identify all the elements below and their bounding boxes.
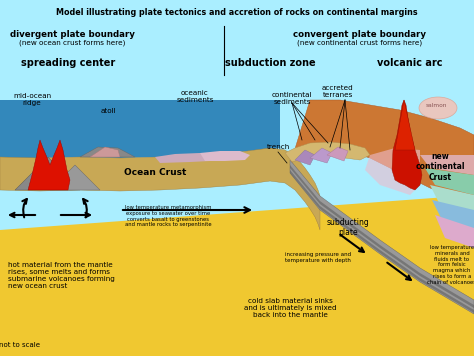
Text: low temperature metamorphism
exposure to seawater over time
converts basalt to g: low temperature metamorphism exposure to… bbox=[125, 205, 211, 227]
Text: trench: trench bbox=[266, 144, 290, 150]
Text: hot material from the mantle
rises, some melts and forms
submarine volcanoes for: hot material from the mantle rises, some… bbox=[8, 262, 115, 289]
Polygon shape bbox=[0, 195, 474, 356]
Polygon shape bbox=[295, 150, 315, 165]
Polygon shape bbox=[365, 148, 420, 195]
Text: atoll: atoll bbox=[100, 108, 116, 114]
Polygon shape bbox=[392, 100, 422, 190]
Polygon shape bbox=[435, 215, 474, 248]
Polygon shape bbox=[200, 151, 250, 161]
Text: oceanic
sediments: oceanic sediments bbox=[176, 90, 214, 103]
Polygon shape bbox=[15, 157, 80, 190]
Polygon shape bbox=[80, 147, 135, 157]
Polygon shape bbox=[0, 148, 320, 230]
Polygon shape bbox=[155, 153, 215, 163]
Polygon shape bbox=[285, 142, 370, 162]
Text: mid-ocean
ridge: mid-ocean ridge bbox=[13, 93, 51, 106]
Ellipse shape bbox=[419, 97, 457, 119]
Text: (new ocean crust forms here): (new ocean crust forms here) bbox=[19, 40, 125, 47]
Text: (new continental crust forms here): (new continental crust forms here) bbox=[298, 40, 422, 47]
Polygon shape bbox=[28, 140, 70, 190]
Text: volcanic arc: volcanic arc bbox=[377, 58, 443, 68]
Polygon shape bbox=[430, 185, 474, 215]
Polygon shape bbox=[432, 200, 474, 230]
Text: convergent plate boundary: convergent plate boundary bbox=[293, 30, 427, 39]
Polygon shape bbox=[290, 160, 474, 314]
Text: not to scale: not to scale bbox=[0, 342, 40, 348]
Text: subducting
plate: subducting plate bbox=[327, 218, 369, 237]
Text: low temperature
minerals and
fluids melt to
form felsic
magma which
rises to for: low temperature minerals and fluids melt… bbox=[428, 245, 474, 285]
Text: increasing pressure and
temperature with depth: increasing pressure and temperature with… bbox=[285, 252, 351, 263]
Polygon shape bbox=[310, 148, 332, 163]
Text: salmon: salmon bbox=[425, 103, 447, 108]
Text: Model illustrating plate tectonics and accretion of rocks on continental margins: Model illustrating plate tectonics and a… bbox=[56, 8, 418, 17]
Text: spreading center: spreading center bbox=[21, 58, 115, 68]
Text: accreted
terranes: accreted terranes bbox=[322, 85, 354, 98]
Polygon shape bbox=[420, 155, 474, 175]
Text: continental
sediments: continental sediments bbox=[272, 92, 312, 105]
Polygon shape bbox=[50, 165, 100, 190]
Polygon shape bbox=[327, 147, 348, 161]
Text: divergent plate boundary: divergent plate boundary bbox=[9, 30, 135, 39]
Polygon shape bbox=[290, 165, 474, 308]
Text: Ocean Crust: Ocean Crust bbox=[124, 168, 186, 177]
Polygon shape bbox=[425, 168, 474, 195]
Polygon shape bbox=[90, 147, 120, 157]
Polygon shape bbox=[290, 100, 474, 200]
Polygon shape bbox=[290, 170, 474, 313]
Text: subduction zone: subduction zone bbox=[225, 58, 315, 68]
Polygon shape bbox=[0, 100, 280, 160]
Text: cold slab material sinks
and is ultimately is mixed
back into the mantle: cold slab material sinks and is ultimate… bbox=[244, 298, 337, 318]
Polygon shape bbox=[395, 100, 415, 150]
Text: new
continental
Crust: new continental Crust bbox=[415, 152, 465, 182]
